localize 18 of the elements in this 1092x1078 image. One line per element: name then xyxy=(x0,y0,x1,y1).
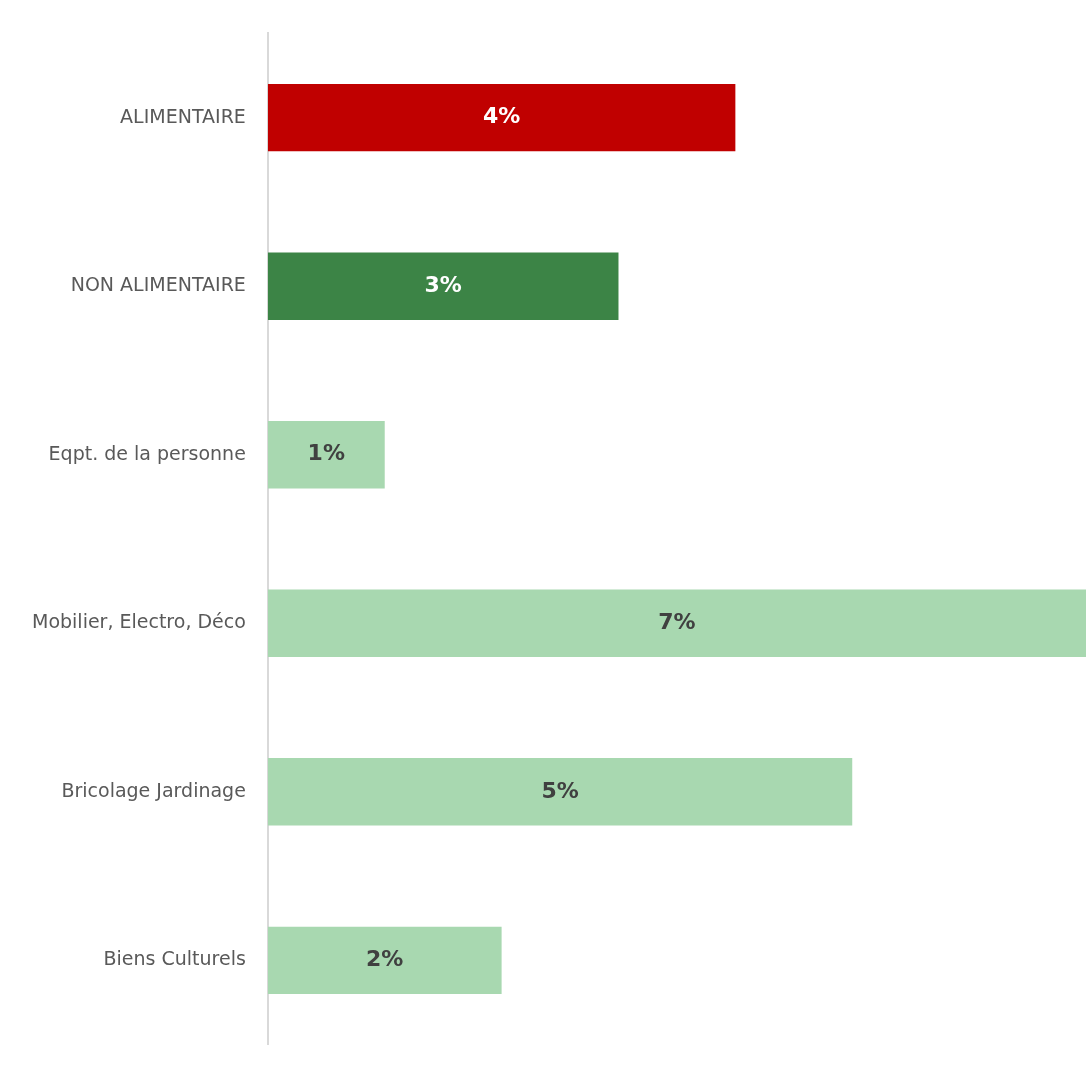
y-tick-label: Eqpt. de la personne xyxy=(48,441,246,464)
y-tick-label: ALIMENTAIRE xyxy=(120,104,246,127)
data-label: 3% xyxy=(424,271,462,297)
y-tick-label: Biens Culturels xyxy=(103,947,246,970)
bar xyxy=(267,589,1086,657)
data-label: 7% xyxy=(658,608,696,634)
data-label: 4% xyxy=(482,103,521,129)
bar xyxy=(267,758,853,826)
data-label: 5% xyxy=(541,777,579,803)
bar xyxy=(267,926,502,995)
bar xyxy=(267,252,619,320)
y-tick-label: NON ALIMENTAIRE xyxy=(70,273,246,296)
y-tick-label: Mobilier, Electro, Déco xyxy=(31,610,246,633)
data-label: 1% xyxy=(307,440,345,466)
bar xyxy=(267,421,385,489)
bar xyxy=(267,83,736,152)
y-tick-label: Bricolage Jardinage xyxy=(61,778,246,801)
data-label: 2% xyxy=(366,946,404,972)
